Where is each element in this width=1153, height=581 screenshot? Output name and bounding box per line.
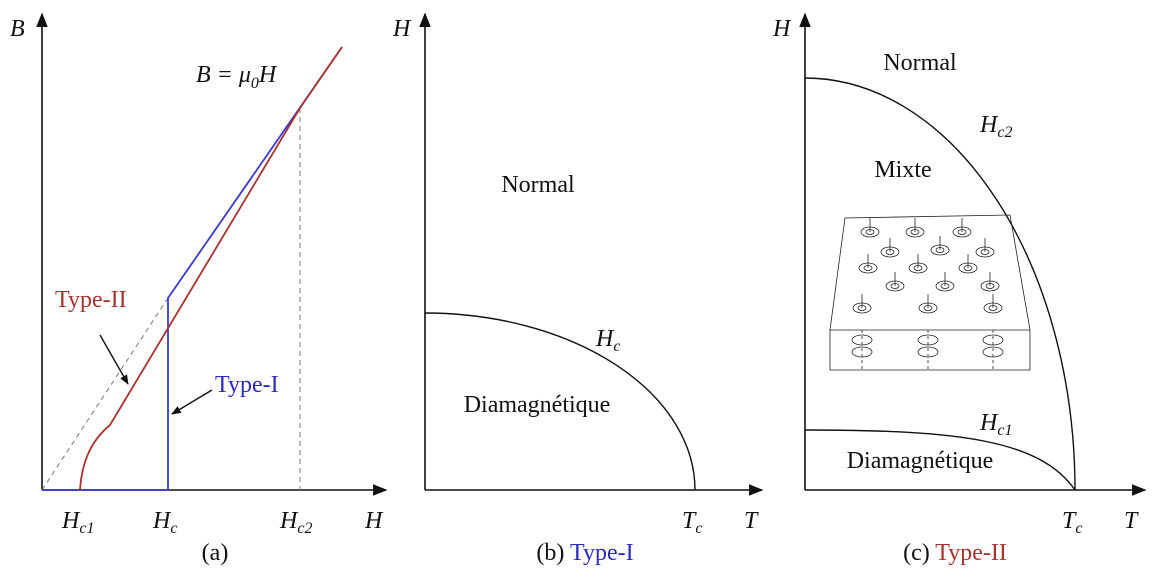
x-axis-label: T [744,508,759,534]
label-main: H [979,112,999,138]
caption: (c) Type-II [903,540,1007,566]
panel-c: H T Normal Mixte Diamagnétique Hc2 Hc1 T… [772,12,1147,566]
caption-type: Type-II [935,540,1007,566]
label-sub: c2 [997,124,1012,141]
region-label: Normal [501,172,575,198]
curve-label: Hc2 [979,112,1012,141]
y-axis-label: H [392,16,412,42]
type-i-curve [42,46,343,491]
type-i-pointer [171,389,213,415]
y-axis-label: H [772,16,792,42]
reference-line [41,297,169,491]
tick-main: H [152,508,172,534]
region-label: Diamagnétique [464,392,611,418]
label-sub: c [613,338,620,355]
tick-main: T [682,508,697,534]
tick-sub: c1 [79,520,94,537]
type-i-label: Type-I [215,372,279,398]
type-ii-label: Type-II [55,287,127,313]
equation-tail: H [258,62,278,88]
caption-type: Type-I [570,540,634,566]
region-label: Mixte [874,157,931,183]
tick-sub: c [695,520,702,537]
equation-main: B = μ [196,62,251,88]
tick-label: Tc [682,508,702,537]
tick-main: H [61,508,81,534]
equation-sub: 0 [251,75,259,92]
caption-index: (c) [903,540,930,566]
caption-index: (b) [536,540,564,566]
vortex-lattice [851,218,1004,372]
slab-side [829,330,1031,371]
tick-sub: c2 [297,520,312,537]
type-ii-curve [79,46,343,491]
label-main: H [595,326,615,352]
tick-sub: c [170,520,177,537]
caption: (b) Type-I [536,540,633,566]
region-label: Normal [883,50,957,76]
tick-sub: c [1075,520,1082,537]
panel-a: B H B = μ0H Type-II Type-I Hc1 Hc Hc2 (a… [10,12,388,566]
region-label: Diamagnétique [847,448,994,474]
x-axis-label: H [364,508,384,534]
curve-label: Hc [595,326,620,355]
hc2-curve [804,77,1076,491]
x-axis-label: T [1124,508,1139,534]
label-sub: c1 [997,422,1012,439]
tick-label: Tc [1062,508,1082,537]
tick-main: T [1062,508,1077,534]
y-axis-label: B [10,16,25,42]
vortex-illustration [829,214,1031,372]
curve-label: Hc1 [979,410,1012,439]
hc1-curve [804,429,1076,491]
tick-label: Hc1 [61,508,94,537]
caption: (a) [202,540,229,566]
equation: B = μ0H [196,62,278,92]
tick-label: Hc2 [279,508,312,537]
label-main: H [979,410,999,436]
type-ii-pointer [99,334,129,385]
tick-label: Hc [152,508,177,537]
tick-main: H [279,508,299,534]
hc-curve [424,312,696,491]
panel-b: H T Hc Normal Diamagnétique Tc (b) Type-… [392,12,764,566]
